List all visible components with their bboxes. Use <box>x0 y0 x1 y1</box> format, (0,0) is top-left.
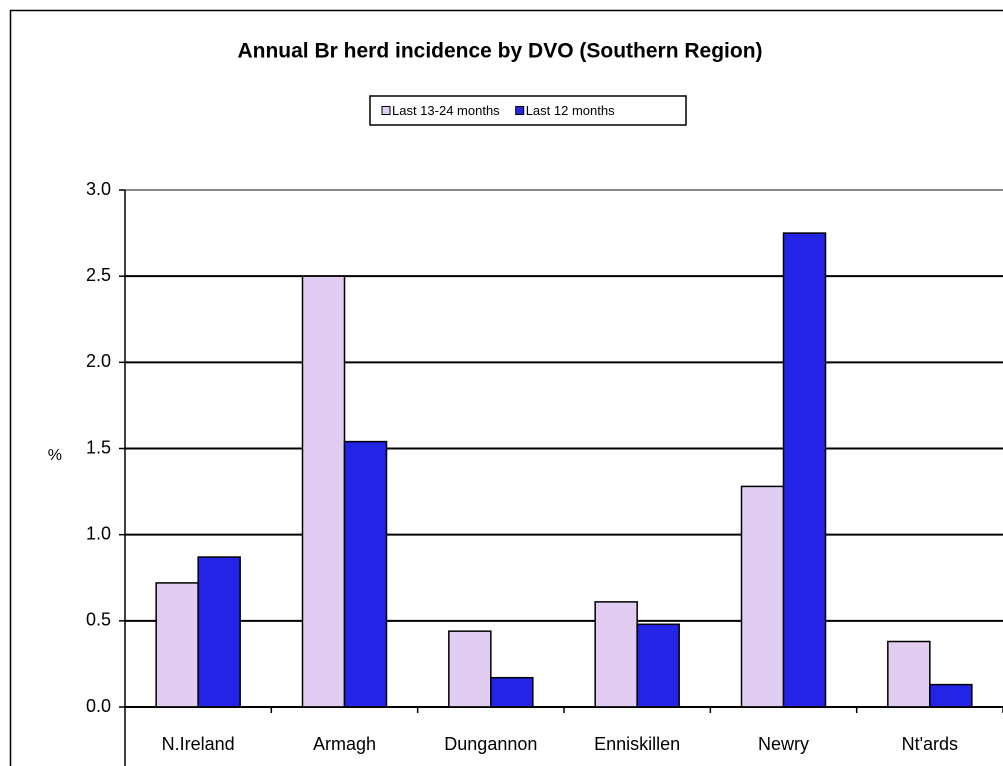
x-tick-label: N.Ireland <box>162 734 235 754</box>
y-tick-label: 2.5 <box>86 265 111 285</box>
bar <box>343 440 388 708</box>
y-tick-label: 1.5 <box>86 437 111 457</box>
chart-title: Annual Br herd incidence by DVO (Souther… <box>237 40 762 63</box>
bar <box>448 630 492 708</box>
y-tick-label: 3.0 <box>86 179 111 199</box>
bar <box>782 232 827 708</box>
x-tick-label: Nt'ards <box>902 734 958 754</box>
x-tick-label: Armagh <box>313 734 376 754</box>
y-axis-label: % <box>48 447 62 464</box>
bar <box>887 640 931 708</box>
bar <box>197 556 241 708</box>
bar <box>301 275 346 708</box>
y-tick-label: 1.0 <box>86 523 111 543</box>
y-tick-label: 0.5 <box>86 610 111 630</box>
x-tick-label: Enniskillen <box>594 734 680 754</box>
bar <box>490 676 534 708</box>
bar <box>929 683 973 708</box>
x-tick-label: Dungannon <box>444 734 537 754</box>
bar <box>155 582 199 708</box>
legend-label: Last 12 months <box>526 103 615 118</box>
legend-swatch <box>515 106 525 115</box>
bar <box>636 623 680 708</box>
bar <box>740 485 785 708</box>
y-tick-label: 2.0 <box>86 351 111 371</box>
legend-label: Last 13-24 months <box>392 103 500 118</box>
legend-swatch <box>381 106 391 115</box>
legend-box <box>369 95 687 126</box>
bar <box>594 601 638 708</box>
y-tick-label: 0.0 <box>86 696 111 716</box>
x-tick-label: Newry <box>758 734 809 754</box>
